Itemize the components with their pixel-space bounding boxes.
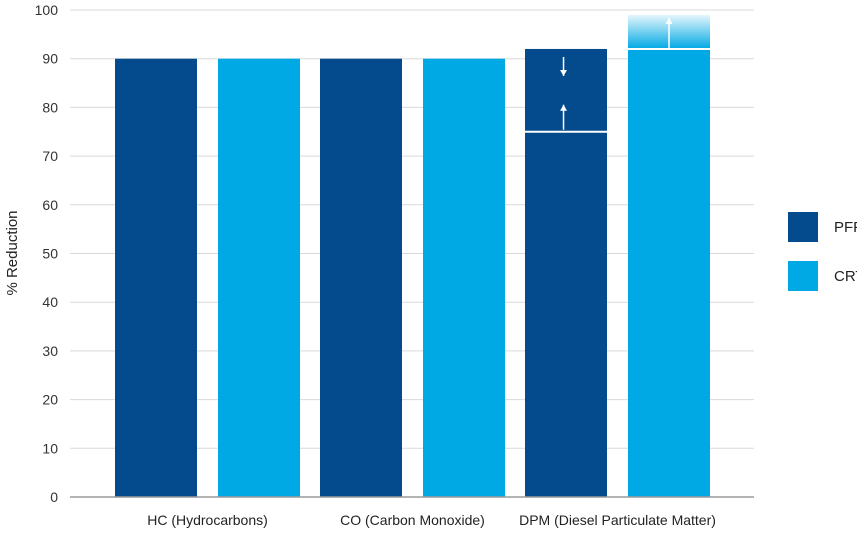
y-tick-label-0: 0 bbox=[50, 489, 58, 505]
x-category-label-1: CO (Carbon Monoxide) bbox=[340, 512, 485, 528]
bar-pff-0 bbox=[115, 58, 197, 497]
range-arrow-up-pff bbox=[560, 104, 568, 130]
bar-pff-2 bbox=[525, 48, 607, 498]
x-category-label-0: HC (Hydrocarbons) bbox=[147, 512, 268, 528]
y-tick-label-20: 20 bbox=[42, 392, 58, 408]
y-axis-label: % Reduction bbox=[4, 210, 21, 295]
bar-crt-2 bbox=[628, 48, 710, 498]
x-axis-categories: HC (Hydrocarbons) CO (Carbon Monoxide) DPM… bbox=[147, 512, 716, 528]
y-tick-label-10: 10 bbox=[42, 440, 58, 456]
y-tick-label-90: 90 bbox=[42, 51, 58, 67]
y-tick-label-70: 70 bbox=[42, 148, 58, 164]
y-tick-label-80: 80 bbox=[42, 99, 58, 115]
range-arrow-down-pff bbox=[560, 56, 568, 76]
legend-label-crt: CRT bbox=[834, 267, 857, 285]
bar-crt-1 bbox=[423, 58, 505, 497]
y-tick-label-30: 30 bbox=[42, 343, 58, 359]
bar-pff-1 bbox=[320, 58, 402, 497]
legend-swatch-pff bbox=[788, 212, 818, 242]
legend-swatch-crt bbox=[788, 261, 818, 291]
y-tick-label-100: 100 bbox=[35, 2, 59, 18]
legend-item-pff: PFF bbox=[788, 212, 857, 242]
range-arrow-up-crt bbox=[665, 17, 673, 48]
y-tick-label-60: 60 bbox=[42, 197, 58, 213]
bars bbox=[115, 14, 710, 498]
bar-crt-0 bbox=[218, 58, 300, 497]
y-axis-ticks: 0 10 20 30 40 50 60 70 80 90 100 bbox=[35, 2, 59, 505]
legend-label-pff: PFF bbox=[834, 218, 857, 236]
legend-item-crt: CRT bbox=[788, 261, 857, 291]
x-category-label-2: DPM (Diesel Particulate Matter) bbox=[519, 512, 716, 528]
y-tick-label-50: 50 bbox=[42, 246, 58, 262]
y-tick-label-40: 40 bbox=[42, 294, 58, 310]
